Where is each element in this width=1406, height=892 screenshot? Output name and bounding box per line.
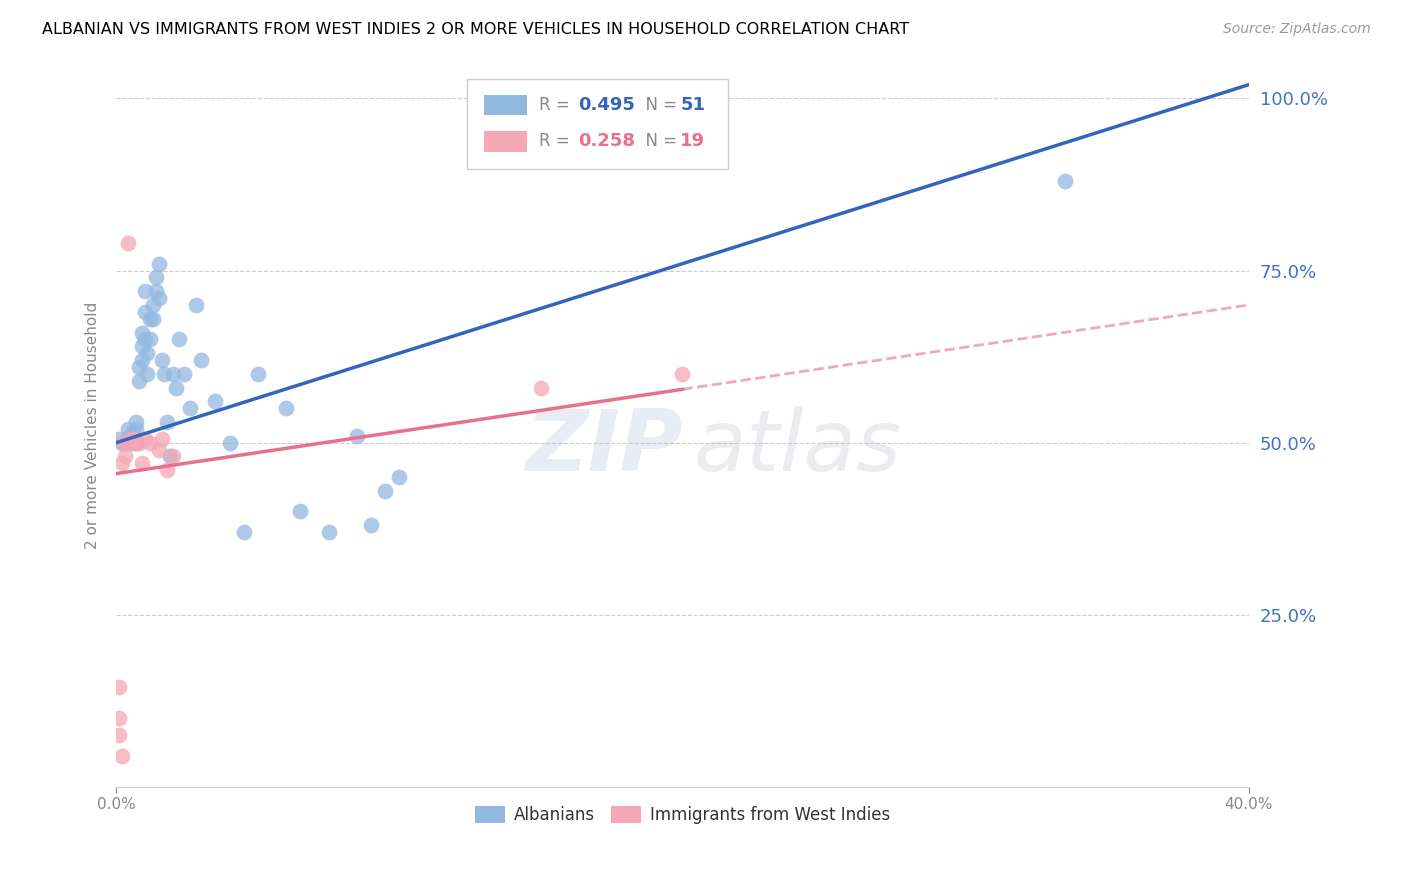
Text: N =: N = (636, 132, 682, 151)
Point (159, 450, 181, 464)
Point (111, 748, 134, 763)
Point (232, 525, 254, 540)
Point (204, 394, 226, 409)
Point (136, 346, 159, 360)
Point (134, 284, 156, 298)
Point (148, 257, 170, 271)
Text: ALBANIAN VS IMMIGRANTS FROM WEST INDIES 2 OR MORE VEHICLES IN HOUSEHOLD CORRELAT: ALBANIAN VS IMMIGRANTS FROM WEST INDIES … (42, 22, 910, 37)
Text: R =: R = (538, 132, 575, 151)
Point (218, 435, 240, 450)
FancyBboxPatch shape (467, 78, 728, 169)
Point (108, 680, 131, 694)
Point (142, 298, 165, 312)
Point (131, 353, 153, 368)
Point (1053, 174, 1076, 188)
Point (131, 339, 153, 353)
Bar (484, 95, 527, 115)
Bar (484, 131, 527, 152)
Point (179, 401, 201, 416)
Point (125, 422, 148, 436)
Point (111, 456, 134, 470)
Point (388, 470, 411, 484)
Point (114, 450, 136, 464)
Point (108, 711, 131, 725)
Point (530, 381, 553, 395)
Point (131, 456, 153, 470)
Point (150, 353, 173, 368)
Point (290, 504, 312, 518)
Point (165, 381, 187, 395)
Point (120, 432, 142, 446)
Point (190, 353, 212, 368)
Text: 51: 51 (681, 96, 706, 114)
Point (142, 311, 165, 326)
Point (134, 332, 156, 346)
Legend: Albanians, Immigrants from West Indies: Albanians, Immigrants from West Indies (468, 799, 897, 830)
Text: 19: 19 (681, 132, 706, 151)
Text: 0.495: 0.495 (578, 96, 636, 114)
Point (125, 435, 148, 450)
Point (148, 291, 170, 305)
Point (153, 367, 176, 381)
Text: 0.258: 0.258 (578, 132, 636, 151)
Point (122, 435, 145, 450)
Point (134, 305, 156, 319)
Point (131, 326, 153, 340)
Point (128, 374, 150, 388)
Point (184, 298, 207, 312)
Point (148, 442, 170, 457)
Point (120, 435, 142, 450)
Point (139, 311, 162, 326)
Text: Source: ZipAtlas.com: Source: ZipAtlas.com (1223, 22, 1371, 37)
Point (125, 415, 148, 429)
Point (374, 483, 396, 498)
Point (145, 284, 167, 298)
Point (120, 429, 142, 443)
Point (173, 367, 195, 381)
Point (117, 422, 139, 436)
Point (134, 432, 156, 446)
Point (117, 235, 139, 250)
Text: R =: R = (538, 96, 575, 114)
Point (136, 367, 159, 381)
Point (167, 332, 190, 346)
Point (246, 367, 269, 381)
Point (111, 435, 134, 450)
Point (128, 359, 150, 374)
Point (139, 435, 162, 450)
Point (139, 332, 162, 346)
Point (360, 518, 382, 533)
Y-axis label: 2 or more Vehicles in Household: 2 or more Vehicles in Household (86, 301, 100, 549)
Point (108, 432, 131, 446)
Point (276, 401, 298, 416)
Point (122, 425, 145, 440)
Point (128, 435, 150, 450)
Point (122, 432, 145, 446)
Point (318, 525, 340, 540)
Point (162, 367, 184, 381)
Point (671, 367, 693, 381)
Point (108, 728, 131, 742)
Point (156, 415, 179, 429)
Point (346, 429, 368, 443)
Text: N =: N = (636, 96, 682, 114)
Point (156, 463, 179, 477)
Point (114, 435, 136, 450)
Point (145, 270, 167, 285)
Point (120, 432, 142, 446)
Text: atlas: atlas (693, 406, 901, 489)
Point (162, 450, 184, 464)
Point (125, 435, 148, 450)
Text: ZIP: ZIP (524, 406, 682, 489)
Point (111, 435, 134, 450)
Point (150, 432, 173, 446)
